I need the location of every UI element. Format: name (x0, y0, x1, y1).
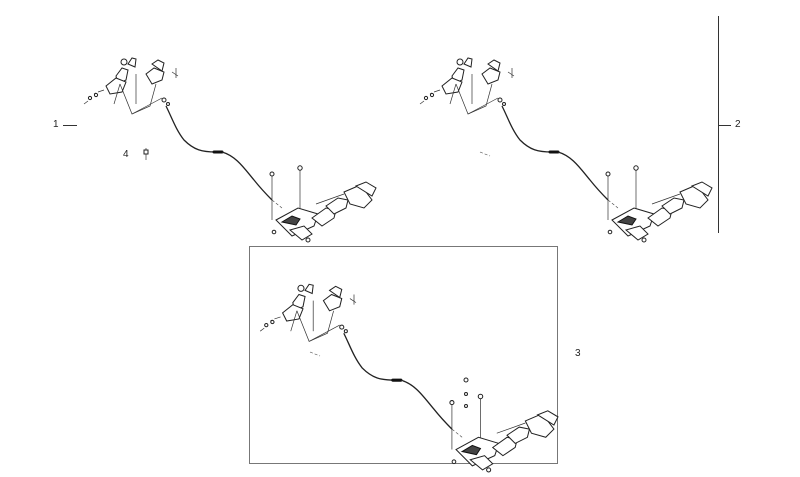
callout-2: 2 (735, 119, 741, 130)
assembly-3-loose-part (309, 351, 321, 357)
callout-4: 4 (123, 149, 129, 160)
assembly-2-loose-part (479, 151, 491, 157)
assembly-3 (258, 282, 560, 474)
callout-1-leader (63, 125, 77, 126)
callout-1: 1 (53, 119, 59, 130)
assembly-2 (418, 56, 714, 244)
assembly-1 (82, 56, 378, 244)
callout-3: 3 (575, 348, 581, 359)
part-4-pin (143, 148, 149, 160)
callout-2-leader (719, 125, 731, 126)
assembly-2-bracket-line (718, 16, 719, 233)
assembly-3-frame (249, 246, 558, 464)
assembly-3-loose-fasteners (463, 377, 469, 408)
